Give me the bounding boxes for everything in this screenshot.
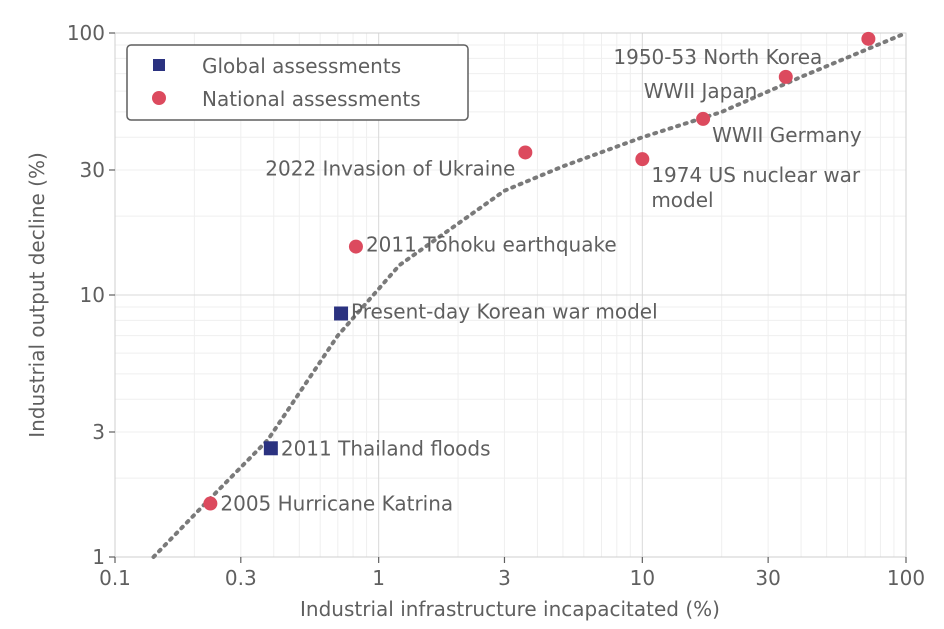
x-tick-label: 10 (630, 566, 655, 590)
legend: Global assessments National assessments (126, 44, 469, 121)
national-assessment-marker (861, 31, 876, 46)
x-tick-label: 0.3 (225, 566, 257, 590)
global-assessment-marker (334, 306, 349, 321)
y-tick-label: 3 (92, 420, 105, 444)
y-tick-label: 100 (67, 21, 105, 45)
global-assessment-marker (263, 441, 278, 456)
x-tick-label: 3 (498, 566, 511, 590)
point-label: WWII Japan (644, 79, 758, 103)
point-label: 1950-53 North Korea (613, 45, 822, 69)
y-tick-label: 30 (80, 158, 105, 182)
national-assessment-marker (696, 111, 711, 126)
legend-label-national: National assessments (202, 87, 421, 111)
point-label: 2011 Tōhoku earthquake (366, 233, 617, 257)
national-assessment-marker (348, 239, 363, 254)
x-axis-label: Industrial infrastructure incapacitated … (300, 597, 720, 621)
trend-line (151, 31, 908, 559)
y-tick-label: 1 (92, 545, 105, 569)
y-tick-label: 10 (80, 283, 105, 307)
national-assessment-marker (635, 152, 650, 167)
legend-box (126, 44, 469, 121)
legend-square-marker (153, 59, 165, 71)
national-assessment-marker (518, 145, 533, 160)
x-tick-label: 1 (372, 566, 385, 590)
y-axis-ticks: 1 3 10 30 100 (67, 21, 115, 569)
legend-circle-marker (152, 91, 166, 105)
x-tick-label: 100 (887, 566, 925, 590)
x-tick-label: 0.1 (99, 566, 131, 590)
point-label: 2011 Thailand floods (281, 436, 491, 460)
data-points (203, 31, 876, 511)
point-label: Present-day Korean war model (351, 299, 658, 323)
point-labels: 2011 Thailand floods Present-day Korean w… (220, 45, 862, 516)
national-assessment-marker (203, 496, 218, 511)
point-label: 2022 Invasion of Ukraine (265, 156, 515, 180)
x-axis-ticks: 0.1 0.3 1 3 10 30 100 (99, 557, 925, 590)
point-label: 2005 Hurricane Katrina (220, 492, 453, 516)
national-assessment-marker (778, 69, 793, 84)
x-tick-label: 30 (755, 566, 780, 590)
point-label: 1974 US nuclear war model (651, 163, 861, 212)
point-label: WWII Germany (712, 123, 862, 147)
y-axis-label: Industrial output decline (%) (25, 152, 49, 438)
legend-label-global: Global assessments (202, 54, 401, 78)
